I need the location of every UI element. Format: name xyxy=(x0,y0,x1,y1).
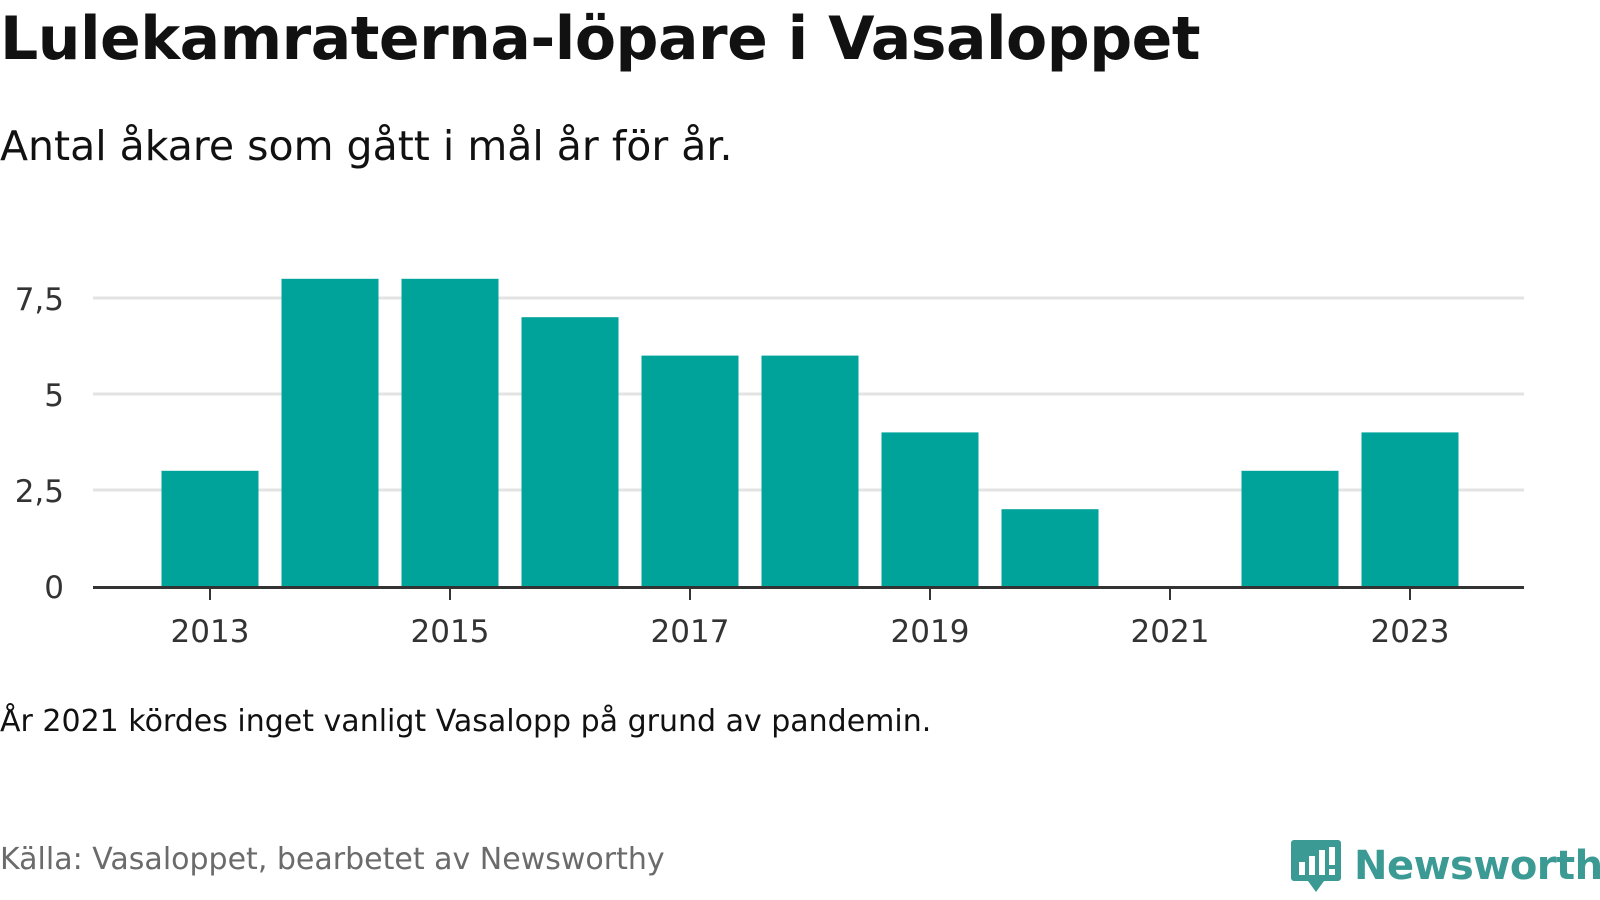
source-credit: Källa: Vasaloppet, bearbetet av Newswort… xyxy=(0,842,665,877)
chart-title: Lulekamraterna-löpare i Vasaloppet xyxy=(0,4,1201,74)
newsworthy-logo: Newsworthy xyxy=(1290,838,1600,894)
newsworthy-logo-icon xyxy=(1291,840,1341,892)
brand-name: Newsworthy xyxy=(1354,843,1600,889)
y-tick-label: 7,5 xyxy=(15,282,64,318)
bar-chart: 2013 2015 2017 2019 2021 2023 0 2,5 5 7,5 xyxy=(15,278,1524,650)
chart-subtitle: Antal åkare som gått i mål år för år. xyxy=(0,122,733,170)
bar-2017 xyxy=(641,355,739,586)
x-axis: 2013 2015 2017 2019 2021 2023 xyxy=(93,586,1524,650)
bar-2014 xyxy=(281,278,379,586)
bar-2023 xyxy=(1361,432,1459,586)
y-tick-label: 2,5 xyxy=(15,474,64,510)
y-axis-labels: 0 2,5 5 7,5 xyxy=(15,282,64,606)
x-tick-label: 2013 xyxy=(171,614,250,650)
bar-2013 xyxy=(161,470,259,586)
bar-2019 xyxy=(881,432,979,586)
bar-2016 xyxy=(521,317,619,586)
bar-2018 xyxy=(761,355,859,586)
x-tick-label: 2023 xyxy=(1371,614,1450,650)
bars xyxy=(161,278,1459,586)
y-tick-label: 0 xyxy=(44,570,64,606)
bar-2020 xyxy=(1001,509,1099,586)
x-tick-label: 2019 xyxy=(891,614,970,650)
bar-2022 xyxy=(1241,470,1339,586)
x-tick-label: 2017 xyxy=(651,614,730,650)
bar-2015 xyxy=(401,278,499,586)
y-tick-label: 5 xyxy=(44,378,64,414)
chart-note: År 2021 kördes inget vanligt Vasalopp på… xyxy=(0,704,932,739)
x-tick-label: 2015 xyxy=(411,614,490,650)
x-tick-label: 2021 xyxy=(1131,614,1210,650)
